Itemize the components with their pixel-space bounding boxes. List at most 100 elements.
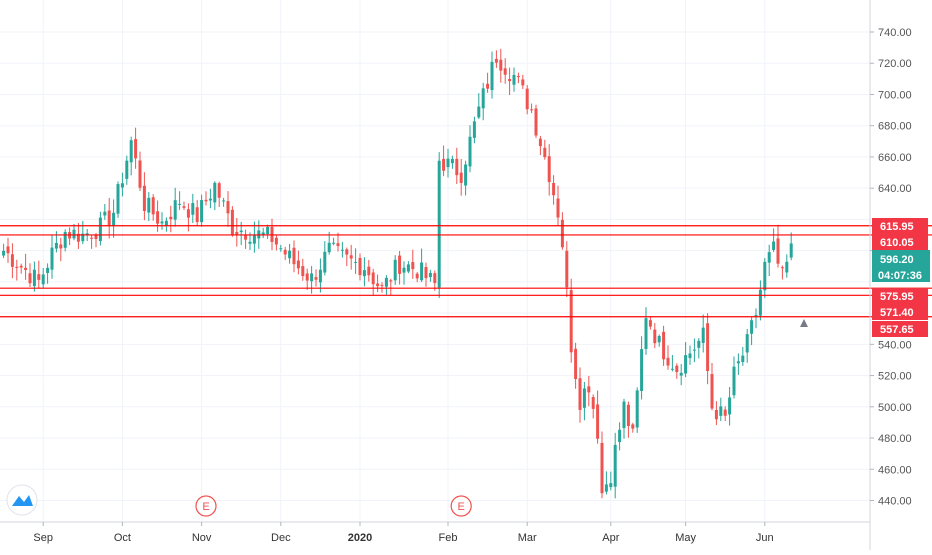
candle-body[interactable] xyxy=(81,233,85,242)
candle-body[interactable] xyxy=(736,361,740,364)
candle-body[interactable] xyxy=(468,136,472,167)
level-price-label-bg[interactable] xyxy=(872,234,928,250)
candle-body[interactable] xyxy=(72,229,76,239)
candle-body[interactable] xyxy=(200,200,204,223)
candle-body[interactable] xyxy=(380,284,384,286)
candle-body[interactable] xyxy=(125,160,129,179)
candle-body[interactable] xyxy=(446,158,450,168)
candle-body[interactable] xyxy=(582,388,586,408)
current-price-label-bg[interactable] xyxy=(872,250,930,282)
candle-body[interactable] xyxy=(556,198,560,218)
candle-body[interactable] xyxy=(574,348,578,379)
candle-body[interactable] xyxy=(525,88,529,110)
candle-body[interactable] xyxy=(552,182,556,196)
candle-body[interactable] xyxy=(195,207,199,222)
level-price-label-bg[interactable] xyxy=(872,304,928,320)
candle-body[interactable] xyxy=(490,61,494,91)
candle-body[interactable] xyxy=(569,290,573,353)
candle-body[interactable] xyxy=(477,106,481,118)
candle-body[interactable] xyxy=(750,320,754,334)
candle-body[interactable] xyxy=(714,409,718,420)
candle-body[interactable] xyxy=(780,267,784,269)
candle-body[interactable] xyxy=(785,261,789,273)
candle-body[interactable] xyxy=(600,442,604,494)
candle-body[interactable] xyxy=(631,424,635,429)
candle-body[interactable] xyxy=(217,183,221,198)
candle-body[interactable] xyxy=(688,353,692,359)
candle-body[interactable] xyxy=(503,68,507,75)
candle-body[interactable] xyxy=(604,484,608,492)
candle-body[interactable] xyxy=(274,237,278,245)
candle-body[interactable] xyxy=(182,206,186,208)
candle-body[interactable] xyxy=(534,108,538,136)
candle-body[interactable] xyxy=(314,277,318,280)
candle-body[interactable] xyxy=(6,246,10,254)
candle-body[interactable] xyxy=(230,209,234,236)
candle-body[interactable] xyxy=(393,259,397,281)
candle-body[interactable] xyxy=(442,158,446,171)
candle-body[interactable] xyxy=(173,200,177,220)
level-price-label-bg[interactable] xyxy=(872,218,928,234)
candle-body[interactable] xyxy=(98,217,102,242)
candle-body[interactable] xyxy=(120,183,124,188)
candle-body[interactable] xyxy=(684,355,688,374)
candle-body[interactable] xyxy=(24,267,28,271)
candle-body[interactable] xyxy=(450,158,454,164)
candle-body[interactable] xyxy=(208,198,212,201)
candle-body[interactable] xyxy=(178,203,182,205)
candle-body[interactable] xyxy=(389,280,393,282)
candle-body[interactable] xyxy=(186,209,190,218)
candle-body[interactable] xyxy=(32,269,36,287)
candle-body[interactable] xyxy=(142,185,146,211)
candle-body[interactable] xyxy=(349,255,353,259)
candle-body[interactable] xyxy=(433,273,437,284)
candle-body[interactable] xyxy=(266,226,270,235)
candle-body[interactable] xyxy=(776,238,780,264)
candle-body[interactable] xyxy=(283,249,287,255)
candle-body[interactable] xyxy=(112,212,116,227)
candle-body[interactable] xyxy=(481,88,485,109)
candle-body[interactable] xyxy=(318,269,322,283)
candle-body[interactable] xyxy=(516,76,520,78)
candle-body[interactable] xyxy=(340,249,344,251)
candle-body[interactable] xyxy=(151,197,155,215)
candle-body[interactable] xyxy=(648,320,652,327)
candle-body[interactable] xyxy=(54,243,58,249)
candle-body[interactable] xyxy=(464,164,468,186)
candle-body[interactable] xyxy=(789,243,793,258)
candle-body[interactable] xyxy=(538,138,542,147)
candle-body[interactable] xyxy=(169,216,173,220)
candle-body[interactable] xyxy=(19,265,23,268)
level-price-label-bg[interactable] xyxy=(872,321,928,337)
horizontal-levels[interactable] xyxy=(0,225,932,318)
candle-body[interactable] xyxy=(411,262,415,270)
candle-body[interactable] xyxy=(76,233,80,242)
candle-body[interactable] xyxy=(59,244,63,249)
candle-body[interactable] xyxy=(301,266,305,277)
candle-body[interactable] xyxy=(103,211,107,216)
candle-body[interactable] xyxy=(213,182,217,203)
candle-body[interactable] xyxy=(2,250,6,256)
candle-body[interactable] xyxy=(305,273,309,281)
candle-body[interactable] xyxy=(732,366,736,396)
candle-body[interactable] xyxy=(63,231,67,248)
candle-body[interactable] xyxy=(15,266,19,268)
candle-body[interactable] xyxy=(754,314,758,317)
candle-body[interactable] xyxy=(107,210,111,226)
candle-body[interactable] xyxy=(134,139,138,159)
candle-body[interactable] xyxy=(50,247,54,270)
candle-body[interactable] xyxy=(508,78,512,82)
candle-body[interactable] xyxy=(530,109,534,111)
candle-body[interactable] xyxy=(424,267,428,279)
tradingview-logo[interactable] xyxy=(6,484,38,516)
candle-body[interactable] xyxy=(547,156,551,183)
candle-body[interactable] xyxy=(10,254,14,267)
candle-body[interactable] xyxy=(138,160,142,188)
candle-body[interactable] xyxy=(191,203,195,215)
candle-body[interactable] xyxy=(626,404,630,426)
candle-body[interactable] xyxy=(692,349,696,351)
candle-body[interactable] xyxy=(244,235,248,240)
candle-body[interactable] xyxy=(666,357,670,366)
